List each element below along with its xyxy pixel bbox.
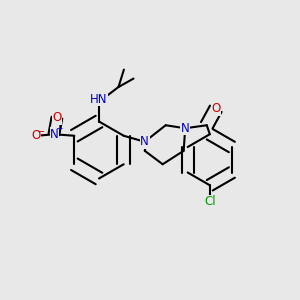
- Text: HN: HN: [90, 92, 108, 106]
- Text: −: −: [37, 127, 45, 137]
- Text: O: O: [211, 102, 220, 115]
- Text: O: O: [52, 111, 62, 124]
- Text: N: N: [140, 135, 149, 148]
- Text: N: N: [181, 122, 190, 135]
- Text: N: N: [50, 128, 59, 141]
- Text: Cl: Cl: [204, 195, 216, 208]
- Text: +: +: [56, 124, 63, 133]
- Text: O: O: [31, 129, 40, 142]
